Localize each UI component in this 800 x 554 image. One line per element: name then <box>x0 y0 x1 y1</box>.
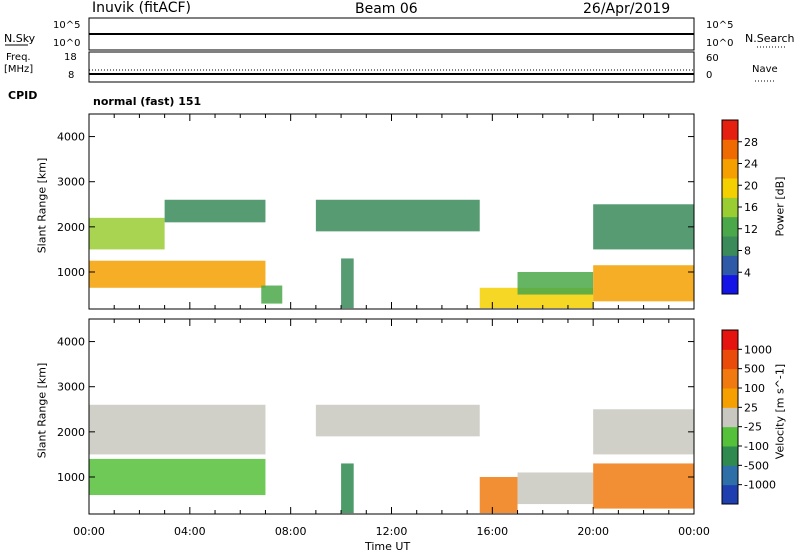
date-title: 26/Apr/2019 <box>583 1 671 17</box>
y-tick-label: 2000 <box>57 221 85 234</box>
power-heatmap-region <box>315 199 480 232</box>
power-colorbar-tick-label: 16 <box>744 201 758 214</box>
power-heatmap-region <box>593 204 694 250</box>
velocity-colorbar-segment <box>722 349 738 370</box>
power-colorbar-tick-label: 20 <box>744 179 758 192</box>
power-colorbar-tick-label: 28 <box>744 136 758 149</box>
x-tick-label: 04:00 <box>174 525 206 538</box>
velocity-heatmap-region <box>593 409 694 455</box>
y-tick-label: 3000 <box>57 176 85 189</box>
freq-strip-frame <box>88 51 695 83</box>
nsky-tick-top: 10^5 <box>53 20 81 31</box>
power-colorbar-tick-label: 12 <box>744 223 758 236</box>
y-tick-label: 4000 <box>57 131 85 144</box>
velocity-colorbar-segment <box>722 330 738 350</box>
y-tick-label: 4000 <box>57 336 85 349</box>
nave-tick-top: 60 <box>706 53 719 64</box>
power-colorbar-tick-label: 8 <box>744 245 751 258</box>
velocity-heatmap-region <box>517 472 594 505</box>
beam-title: Beam 06 <box>355 1 418 17</box>
station-title: Inuvik (fitACF) <box>92 0 191 16</box>
x-tick-label: 00:00 <box>678 525 710 538</box>
power-heatmap-region <box>261 285 283 304</box>
velocity-colorbar-segment <box>722 446 738 466</box>
freq-tick-bottom: 8 <box>68 70 75 81</box>
velocity-heatmap-region <box>89 458 266 496</box>
nsearch-tick-bottom: 10^0 <box>706 38 734 49</box>
velocity-colorbar-tick-label: -500 <box>744 459 769 472</box>
power-colorbar-tick-label: 4 <box>744 266 751 279</box>
power-heatmap-region <box>164 199 266 223</box>
power-colorbar-segment <box>722 120 738 140</box>
power-colorbar-segment <box>722 255 738 276</box>
cpid-text: normal (fast) 151 <box>93 95 202 108</box>
velocity-colorbar-segment <box>722 484 738 505</box>
freq-unit: [MHz] <box>4 64 34 75</box>
velocity-colorbar-tick-label: 25 <box>744 401 758 414</box>
x-tick-label: 20:00 <box>577 525 609 538</box>
velocity-heatmap-region <box>315 404 480 437</box>
y-tick-label: 1000 <box>57 266 85 279</box>
power-colorbar-segment <box>722 216 738 237</box>
nave-label: Nave <box>752 64 778 75</box>
velocity-colorbar-tick-label: 500 <box>744 363 765 376</box>
nsky-label: N.Sky <box>4 32 36 45</box>
freq-label: Freq. <box>6 52 31 63</box>
x-tick-label: 16:00 <box>476 525 508 538</box>
power-colorbar-segment <box>722 158 738 179</box>
velocity-colorbar-tick-label: -25 <box>744 421 762 434</box>
x-tick-label: 12:00 <box>376 525 408 538</box>
power-heatmap-region <box>341 258 354 309</box>
cpid-label: CPID <box>8 89 38 102</box>
nsky-tick-bottom: 10^0 <box>53 38 81 49</box>
xaxis-label: Time UT <box>365 540 411 553</box>
power-heatmap-region <box>517 271 594 295</box>
power-colorbar-segment <box>722 197 738 218</box>
power-colorbar-segment <box>722 274 738 295</box>
x-tick-label: 00:00 <box>73 525 105 538</box>
power-heatmap-region <box>593 265 694 302</box>
velocity-heatmap-region <box>89 404 266 455</box>
velocity-colorbar-segment <box>722 426 738 447</box>
y-tick-label: 2000 <box>57 426 85 439</box>
nave-tick-bottom: 0 <box>706 70 713 81</box>
velocity-colorbar-tick-label: 1000 <box>744 343 772 356</box>
velocity-colorbar-segment <box>722 407 738 428</box>
velocity-colorbar-tick-label: -100 <box>744 440 769 453</box>
power-colorbar-segment <box>722 178 738 198</box>
power-heatmap-region <box>89 260 266 288</box>
velocity-colorbar-segment <box>722 368 738 389</box>
y-tick-label: 3000 <box>57 381 85 394</box>
velocity-colorbar-tick-label: -1000 <box>744 479 776 492</box>
nsearch-label: N.Search <box>745 32 795 45</box>
x-tick-label: 08:00 <box>275 525 307 538</box>
power-colorbar-segment <box>722 236 738 256</box>
velocity-colorbar-frame <box>721 329 739 505</box>
freq-tick-top: 18 <box>64 52 77 63</box>
power-heatmap-region <box>89 217 165 250</box>
velocity-colorbar-segment <box>722 388 738 408</box>
y-tick-label: 1000 <box>57 471 85 484</box>
nsearch-tick-top: 10^5 <box>706 20 734 31</box>
velocity-colorbar-tick-label: 100 <box>744 382 765 395</box>
power-colorbar-segment <box>722 139 738 160</box>
power-colorbar-tick-label: 24 <box>744 158 758 171</box>
velocity-heatmap-region <box>593 463 694 509</box>
velocity-colorbar-segment <box>722 465 738 486</box>
velocity-heatmap-region <box>341 463 354 514</box>
velocity-heatmap-region <box>479 476 518 514</box>
